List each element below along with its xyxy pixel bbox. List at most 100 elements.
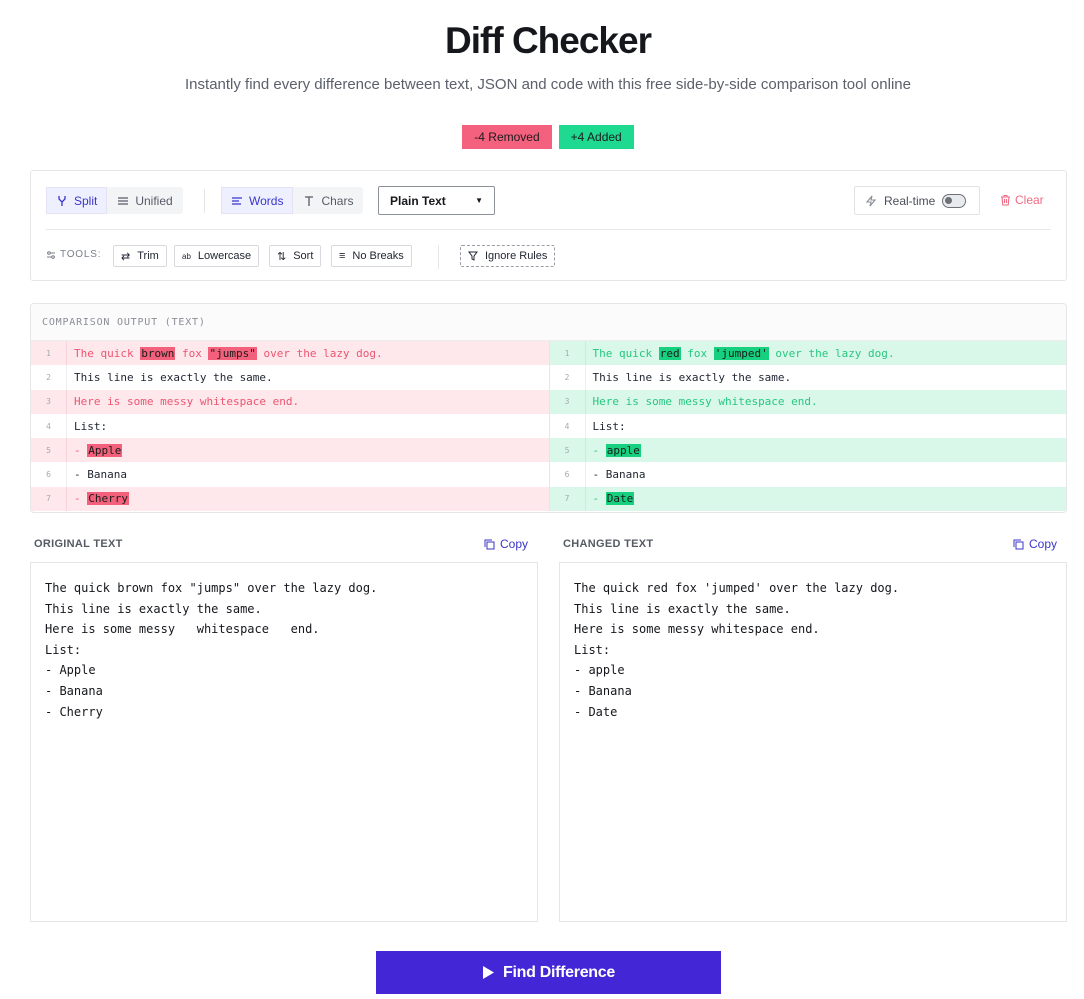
diff-text-segment: fox [175,346,209,360]
line-number: 5 [550,438,586,463]
unified-view-label: Unified [135,193,173,208]
list-icon [118,196,129,205]
original-text-input[interactable]: The quick brown fox "jumps" over the laz… [30,562,538,922]
diff-text-segment: This line is exactly the same. [592,370,792,384]
diff-line: 1 The quick brown fox "jumps" over the la… [31,341,549,366]
diff-text-segment: - [74,492,88,506]
lowercase-label: Lowercase [197,250,252,262]
diff-line-text: The quick brown fox "jumps" over the laz… [74,346,383,360]
diff-text-segment: over the lazy dog. [256,346,383,360]
format-select-value: Plain Text [390,193,446,208]
clear-button[interactable]: Clear [1000,193,1044,207]
diff-line: 5- apple [549,438,1066,463]
line-number: 1 [31,341,67,366]
line-number: 2 [550,365,586,390]
original-text-label: ORIGINAL TEXT [34,538,123,550]
sliders-icon [47,250,55,259]
diff-line: 3 Here is some messy whitespace end. [549,389,1066,414]
line-number: 6 [550,462,586,487]
line-number: 3 [550,389,586,414]
line-number: 4 [550,413,586,439]
diff-line: 3 Here is some messy whitespace end. [31,389,549,414]
line-number: 4 [31,413,67,439]
diff-text-segment: List: [74,419,108,433]
unified-view-button[interactable]: Unified [107,187,182,214]
diff-line-text: - Banana [74,468,127,481]
sort-icon: ⇅ [277,250,287,263]
sort-button[interactable]: ⇅ Sort [269,245,322,267]
added-highlight: Date [605,492,635,506]
no-breaks-button[interactable]: ≡ No Breaks [331,245,412,267]
changed-text-input[interactable]: The quick red fox 'jumped' over the lazy… [559,562,1067,922]
text-type-icon [305,195,314,206]
toolbar-divider [46,229,1051,230]
divider [438,245,439,269]
removed-highlight: Cherry [87,492,129,506]
diff-line-text: - Apple [74,443,123,457]
lowercase-button[interactable]: ab Lowercase [174,245,260,267]
chars-mode-button[interactable]: Chars [293,187,363,214]
ignore-rules-button[interactable]: Ignore Rules [460,245,556,267]
diff-line-text: - Date [592,492,635,506]
split-view-button[interactable]: Split [46,187,108,214]
divider [204,189,205,213]
page-subtitle: Instantly find every difference between … [185,76,911,93]
diff-text-segment: fox [680,346,714,360]
wrap-icon: ≡ [339,250,346,262]
diff-line: 5 - Apple [31,438,549,463]
find-difference-button[interactable]: Find Difference [376,951,721,994]
clear-label: Clear [1015,193,1044,207]
realtime-switch[interactable] [942,193,967,208]
chars-mode-label: Chars [321,193,354,208]
line-number: 7 [31,486,67,512]
copy-changed-button[interactable]: Copy [1013,537,1057,551]
page-title: Diff Checker [445,20,652,61]
granularity-toggle: Words Chars [221,187,364,214]
diff-line-text: The quick red fox 'jumped' over the lazy… [593,346,895,360]
diff-line-text: List: [74,420,107,433]
removed-highlight: brown [140,346,176,360]
copy-original-button[interactable]: Copy [484,537,528,551]
added-highlight: apple [605,443,641,457]
diff-text-segment: Here is some messy whitespace end. [592,395,818,409]
tools-label: TOOLS: [60,249,102,260]
diff-stats: -4 Removed +4 Added [0,125,1084,149]
added-highlight: red [658,346,681,360]
copy-original-label: Copy [500,537,529,551]
realtime-toggle-button[interactable]: Real-time [854,186,980,215]
trim-button[interactable]: ⇄ Trim [113,245,167,267]
diff-text-segment: - Banana [74,468,127,482]
changed-diff-pane: 1 The quick red fox 'jumped' over the laz… [548,341,1066,512]
copy-icon [1013,539,1024,549]
removed-highlight: "jumps" [208,346,257,360]
play-icon [483,966,495,979]
comparison-output: COMPARISON OUTPUT (TEXT) 1 The quick brow… [30,303,1067,513]
realtime-label: Real-time [884,193,936,208]
diff-text-segment: - [592,492,606,506]
options-toolbar: Split Unified Words Chars Plain Text ▼ R… [30,170,1067,281]
removed-count-badge: -4 Removed [462,125,552,149]
diff-line-text: This line is exactly the same. [74,371,273,384]
removed-highlight: Apple [87,443,123,457]
line-number: 3 [31,389,67,414]
line-number: 1 [550,341,586,366]
diff-line-text: Here is some messy whitespace end. [593,395,818,408]
added-count-badge: +4 Added [558,125,634,149]
diff-text-segment: This line is exactly the same. [74,370,273,384]
diff-text-segment: - [592,443,606,457]
added-highlight: 'jumped' [713,346,769,360]
diff-line: 4 List: [549,413,1066,439]
words-mode-button[interactable]: Words [221,187,294,214]
line-number: 6 [31,462,67,487]
diff-line-text: List: [593,420,626,433]
words-mode-label: Words [249,193,284,208]
diff-line: 1 The quick red fox 'jumped' over the laz… [549,341,1066,366]
diff-line: 2 This line is exactly the same. [31,365,549,390]
diff-line: 2 This line is exactly the same. [549,365,1066,390]
sort-label: Sort [293,250,314,262]
diff-line: 4 List: [31,413,549,439]
format-select[interactable]: Plain Text ▼ [378,186,495,215]
diff-line: 6 - Banana [549,462,1066,487]
line-number: 5 [31,438,67,463]
find-difference-label: Find Difference [503,963,615,981]
